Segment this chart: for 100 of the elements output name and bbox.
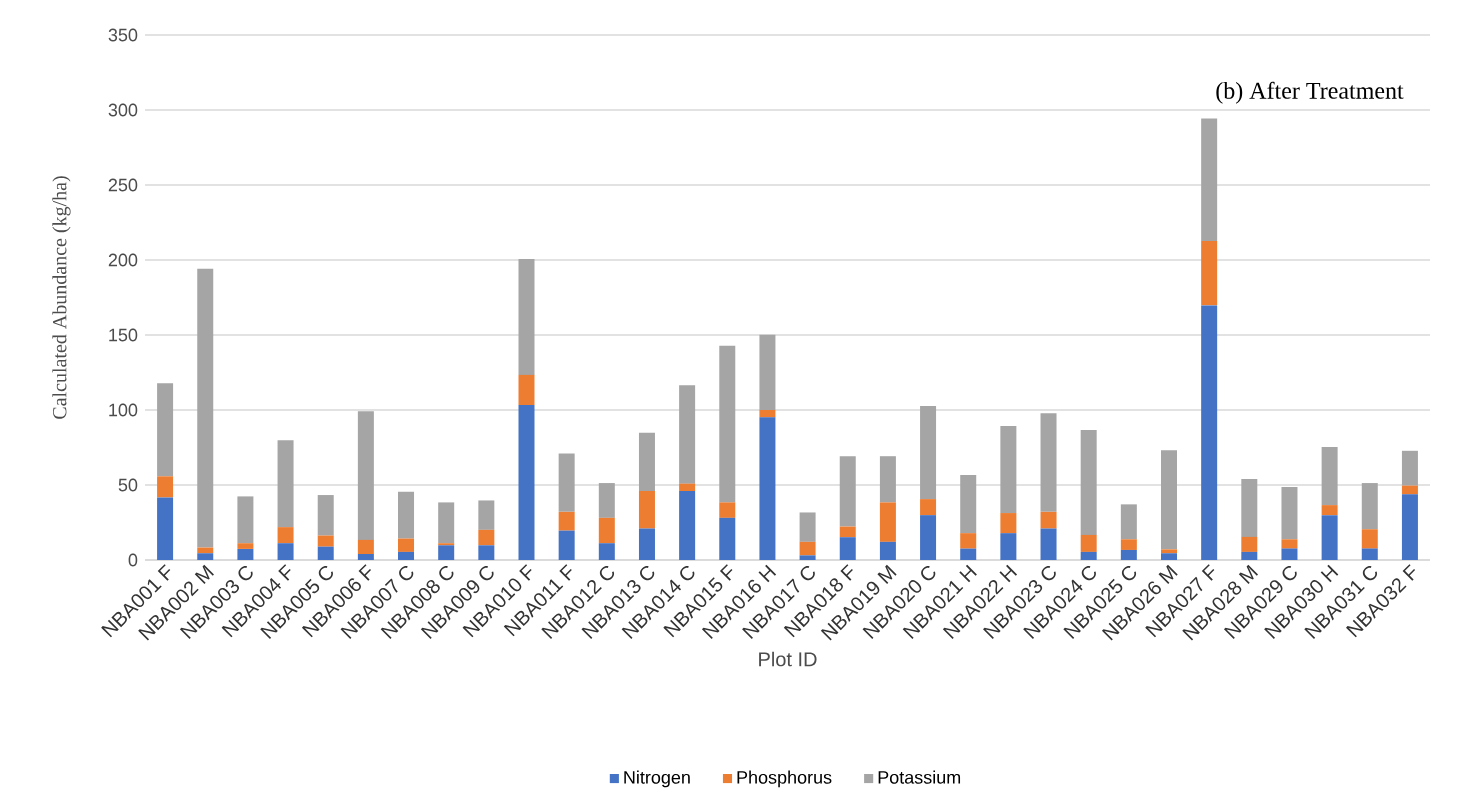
bar [759, 417, 776, 561]
bar [357, 411, 374, 540]
bar [1361, 529, 1378, 549]
bar [558, 453, 575, 512]
bar [1120, 549, 1137, 561]
bar [1281, 548, 1298, 561]
bar [598, 517, 615, 544]
bar [398, 538, 415, 552]
bar [1241, 479, 1258, 537]
bar [237, 548, 254, 561]
bar [920, 515, 937, 561]
bar [1281, 486, 1298, 540]
bar [357, 539, 374, 554]
bar [839, 456, 856, 527]
bar [317, 535, 334, 547]
bar [277, 543, 294, 561]
bar [438, 543, 455, 546]
bar [1080, 430, 1097, 535]
bar [638, 528, 655, 561]
bar [839, 526, 856, 538]
bar [438, 545, 455, 561]
bar [558, 530, 575, 561]
y-tick-label: 300 [108, 103, 138, 117]
y-tick-label: 50 [118, 478, 138, 492]
y-axis-title: Calculated Abundance (kg/ha) [52, 176, 71, 419]
bar [1321, 505, 1338, 516]
bar [1040, 528, 1057, 561]
bar [277, 527, 294, 544]
bar [478, 529, 495, 546]
bar [237, 543, 254, 549]
y-tick-label: 100 [109, 403, 138, 417]
bar [1161, 450, 1177, 550]
bar [799, 512, 816, 542]
y-tick-label: 350 [108, 28, 138, 42]
bar [277, 440, 294, 528]
bar [1000, 426, 1017, 514]
bar [1201, 118, 1218, 241]
x-axis-title: Plot ID [759, 651, 817, 667]
bar [759, 334, 776, 410]
bar [1201, 240, 1218, 306]
bar [679, 385, 696, 484]
bar [1201, 305, 1218, 561]
bar [438, 502, 455, 544]
bar [478, 545, 495, 561]
bar [799, 555, 816, 561]
bar [317, 546, 334, 561]
bar [839, 537, 856, 561]
bar [920, 499, 937, 516]
bar [1281, 539, 1298, 549]
bar [960, 533, 977, 549]
bar [598, 543, 615, 561]
bar [879, 541, 896, 561]
bar [799, 541, 816, 556]
bar [1120, 504, 1137, 540]
bar [1361, 548, 1378, 561]
bar [1120, 539, 1137, 550]
bar [719, 502, 736, 518]
bar [1080, 551, 1097, 561]
bar [679, 491, 696, 561]
bar [157, 383, 174, 477]
bar [1161, 549, 1177, 554]
bar [1241, 551, 1258, 561]
y-tick-label: 200 [108, 253, 138, 267]
bar [719, 517, 736, 561]
text: (b) After Treatment [1216, 81, 1404, 104]
bar [157, 497, 174, 561]
bar [1401, 450, 1418, 486]
bar [1040, 511, 1057, 529]
bar [879, 502, 896, 542]
legend-label: Nitrogen [624, 770, 690, 788]
bar [518, 405, 535, 561]
bar [558, 511, 575, 531]
bar [1361, 483, 1378, 530]
bar [317, 495, 334, 536]
bar [157, 476, 174, 498]
bar [638, 432, 655, 491]
bar [879, 456, 896, 503]
y-tick-label: 0 [128, 553, 138, 567]
bar [1401, 494, 1418, 561]
legend-label: Phosphorus [737, 770, 832, 788]
bar [719, 345, 736, 503]
bar [478, 500, 495, 530]
bar [1000, 533, 1017, 561]
y-tick-label: 250 [108, 178, 138, 192]
bar [1321, 515, 1338, 561]
bar [1080, 534, 1097, 552]
bar [960, 474, 977, 534]
bar [638, 491, 655, 529]
bar [960, 548, 977, 561]
bar [197, 268, 214, 548]
y-tick-label: 150 [109, 328, 138, 342]
bar [1401, 485, 1418, 495]
bar [679, 483, 696, 491]
bar [197, 553, 214, 561]
bar [398, 491, 415, 539]
bar [759, 410, 776, 418]
legend-label: Potassium [878, 770, 961, 784]
bar [1161, 553, 1177, 561]
bar [398, 551, 415, 561]
bar [518, 258, 535, 375]
